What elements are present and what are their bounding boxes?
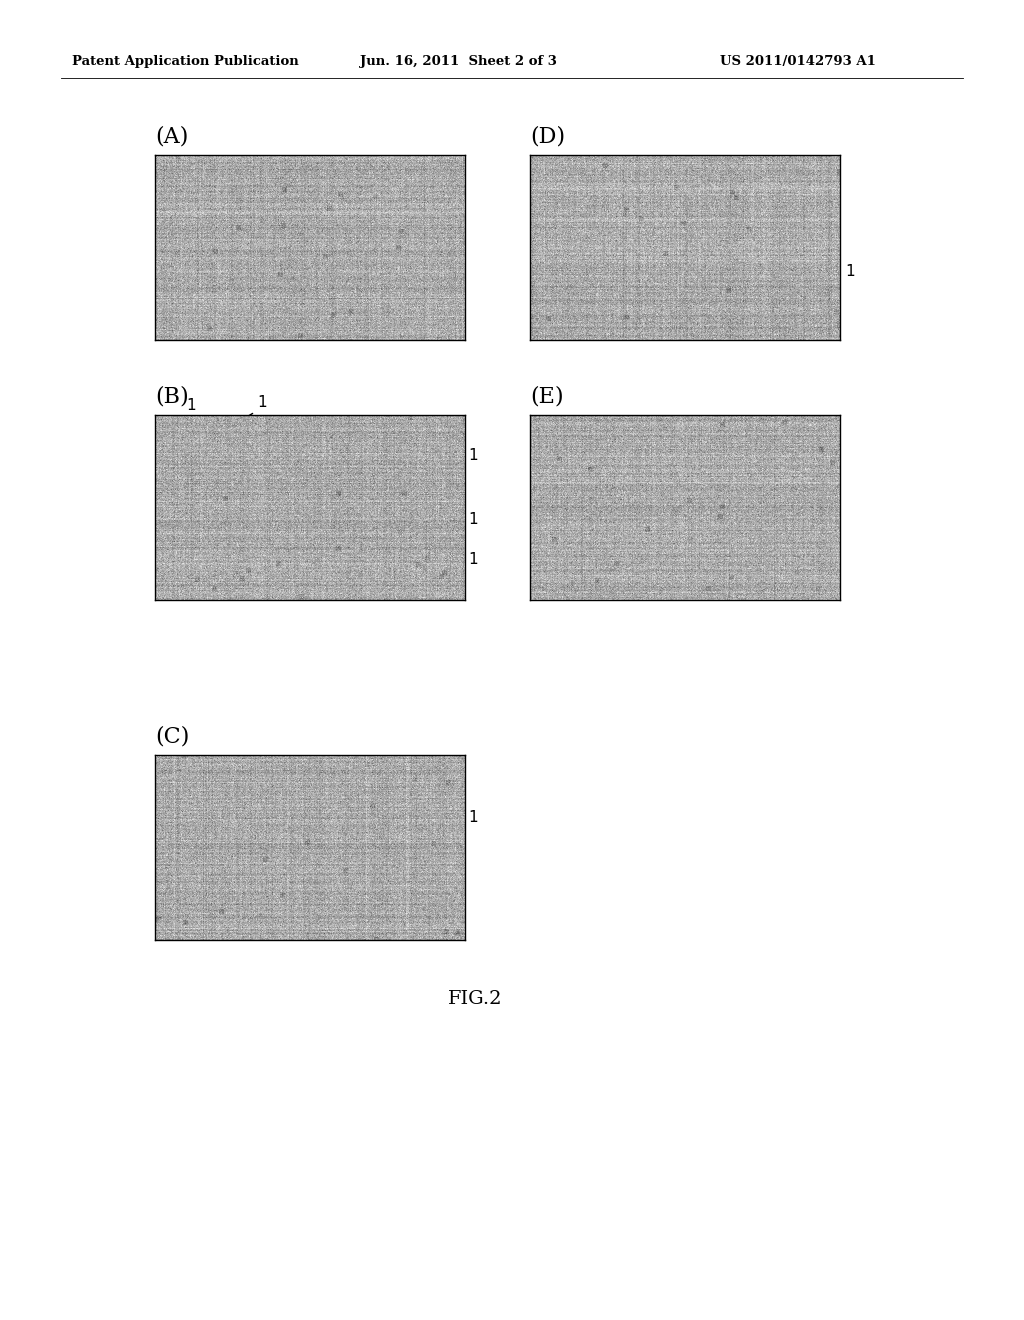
Text: 1: 1 [468, 449, 477, 463]
Text: (A): (A) [155, 125, 188, 148]
Text: Patent Application Publication: Patent Application Publication [72, 55, 299, 69]
Text: FIG.2: FIG.2 [447, 990, 502, 1008]
Text: 1: 1 [845, 264, 855, 280]
Text: (C): (C) [155, 726, 189, 748]
Text: 1: 1 [186, 399, 196, 413]
Text: Jun. 16, 2011  Sheet 2 of 3: Jun. 16, 2011 Sheet 2 of 3 [360, 55, 557, 69]
Text: 1: 1 [468, 512, 477, 528]
Text: 1: 1 [468, 553, 477, 568]
Text: (B): (B) [155, 385, 188, 408]
Text: 1: 1 [468, 810, 477, 825]
Text: US 2011/0142793 A1: US 2011/0142793 A1 [720, 55, 876, 69]
Text: (D): (D) [530, 125, 565, 148]
Text: (E): (E) [530, 385, 563, 408]
Text: 1: 1 [257, 395, 266, 411]
